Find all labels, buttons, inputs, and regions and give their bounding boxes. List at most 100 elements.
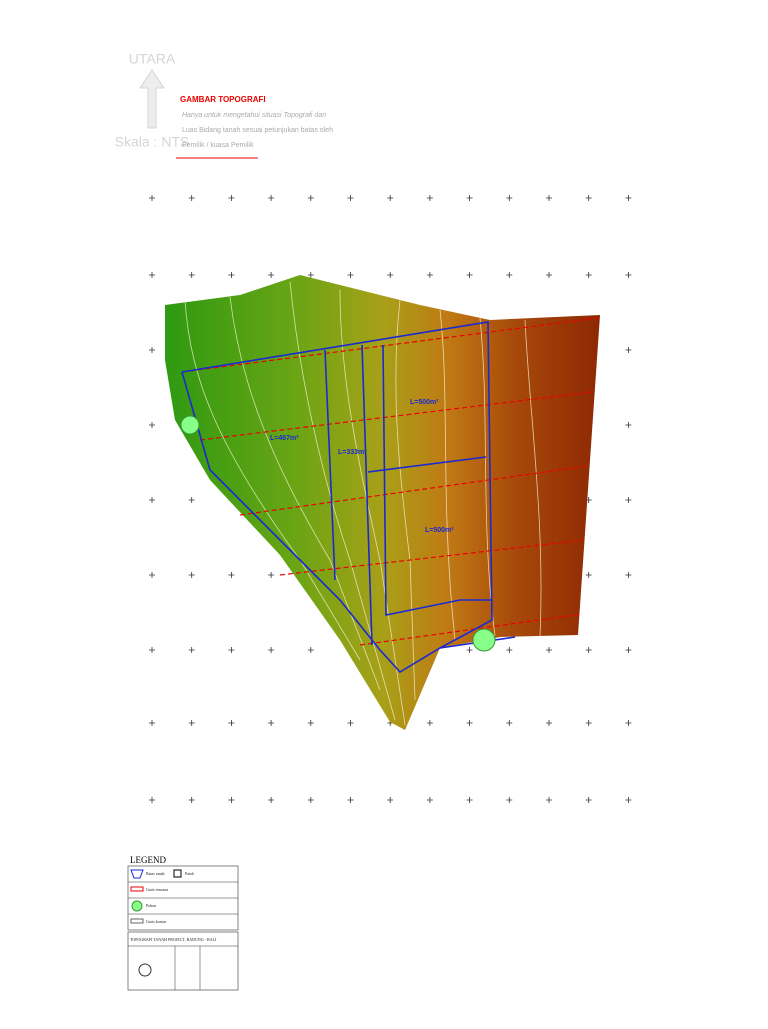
grid-cross bbox=[268, 272, 275, 278]
terrain bbox=[165, 275, 600, 730]
grid-cross bbox=[307, 720, 314, 726]
grid-cross bbox=[625, 497, 632, 503]
grid-cross bbox=[268, 647, 275, 653]
grid-cross bbox=[188, 195, 195, 201]
grid-cross bbox=[426, 195, 433, 201]
note-line: Hanya untuk mengetahui situasi Topografi… bbox=[182, 112, 326, 119]
grid-cross bbox=[585, 720, 592, 726]
grid-cross bbox=[506, 797, 513, 803]
land-boundaries bbox=[181, 321, 516, 674]
legend-item: Garis kontur bbox=[146, 919, 167, 924]
grid-cross bbox=[347, 272, 354, 278]
grid-cross bbox=[149, 720, 155, 726]
grid-cross bbox=[546, 720, 552, 726]
grid-cross bbox=[149, 422, 155, 428]
grid-cross bbox=[228, 195, 235, 201]
grid-cross bbox=[228, 647, 235, 653]
grid-cross bbox=[625, 272, 632, 278]
grid-cross bbox=[188, 272, 195, 278]
grid-cross bbox=[585, 272, 592, 278]
tree bbox=[180, 415, 200, 435]
grid-cross bbox=[387, 195, 394, 201]
grid-cross bbox=[546, 647, 552, 653]
grid-cross bbox=[506, 272, 513, 278]
legend-item: Batas tanah bbox=[146, 871, 165, 876]
grid-cross bbox=[625, 572, 632, 578]
north-label: UTARA bbox=[129, 51, 176, 67]
legend-item: Pohon bbox=[146, 903, 156, 908]
grid-cross bbox=[466, 720, 473, 726]
grid-cross bbox=[426, 720, 433, 726]
plot-area: L=500m² bbox=[410, 399, 439, 406]
grid-cross bbox=[585, 797, 592, 803]
grid-cross bbox=[466, 195, 473, 201]
grid-cross bbox=[149, 797, 155, 803]
grid-cross bbox=[506, 647, 513, 653]
grid-cross bbox=[546, 195, 552, 201]
scale-label: Skala : NTS bbox=[115, 134, 190, 150]
grid-cross bbox=[387, 272, 394, 278]
grid-cross bbox=[625, 195, 632, 201]
plot-area: L=467m² bbox=[270, 435, 299, 442]
grid-cross bbox=[625, 422, 632, 428]
grid-cross bbox=[188, 720, 195, 726]
grid-cross bbox=[426, 272, 433, 278]
grid-cross bbox=[188, 647, 195, 653]
grid-cross bbox=[585, 195, 592, 201]
grid-cross bbox=[268, 572, 275, 578]
grid-cross bbox=[506, 720, 513, 726]
grid-cross bbox=[387, 797, 394, 803]
grid-cross bbox=[466, 272, 473, 278]
grid-cross bbox=[149, 272, 155, 278]
grid-cross bbox=[466, 647, 473, 653]
grid-cross bbox=[228, 720, 235, 726]
grid-cross bbox=[228, 797, 235, 803]
grid-cross bbox=[149, 572, 155, 578]
grid-cross bbox=[188, 572, 195, 578]
grid-cross bbox=[228, 272, 235, 278]
grid-cross bbox=[546, 272, 552, 278]
grid-cross bbox=[426, 797, 433, 803]
north-arrow: UTARA Skala : NTS bbox=[115, 51, 190, 150]
grid-cross bbox=[625, 347, 632, 353]
legend-item: Garis rencana bbox=[146, 887, 168, 892]
drawing-title: GAMBAR TOPOGRAFI bbox=[180, 95, 266, 104]
grid-cross bbox=[268, 195, 275, 201]
plot-area: L=500m² bbox=[425, 527, 454, 534]
note-line: Luas Bidang tanah sesuai petunjukan bata… bbox=[182, 127, 333, 134]
legend: LEGEND Batas tanah Patok Garis rencana P… bbox=[127, 855, 239, 991]
grid-cross bbox=[307, 195, 314, 201]
grid-cross bbox=[149, 647, 155, 653]
grid-cross bbox=[625, 647, 632, 653]
grid-cross bbox=[268, 797, 275, 803]
grid-cross bbox=[307, 272, 314, 278]
grid-cross bbox=[149, 347, 155, 353]
grid-cross bbox=[149, 195, 155, 201]
planned-lines bbox=[181, 317, 599, 646]
grid-cross bbox=[585, 647, 592, 653]
grid-cross bbox=[149, 497, 155, 503]
grid-cross bbox=[307, 647, 314, 653]
project-title: TOPOGRAFI TANAH PROJECT, BADUNG - BALI bbox=[130, 937, 217, 943]
legend-title: LEGEND bbox=[130, 855, 166, 865]
grid-cross bbox=[268, 720, 275, 726]
grid-cross bbox=[585, 572, 592, 578]
plot-area: L=333m² bbox=[338, 449, 367, 456]
grid-cross bbox=[466, 797, 473, 803]
grid-cross bbox=[228, 572, 235, 578]
note-line: Pemilik / kuasa Pemilik bbox=[182, 142, 254, 149]
grid-cross bbox=[625, 797, 632, 803]
grid-cross bbox=[625, 720, 632, 726]
grid-cross bbox=[188, 797, 195, 803]
tree bbox=[472, 628, 496, 652]
grid-cross bbox=[307, 797, 314, 803]
grid-cross bbox=[347, 797, 354, 803]
grid-cross bbox=[347, 195, 354, 201]
legend-item: Patok bbox=[185, 871, 194, 876]
grid-cross bbox=[546, 797, 552, 803]
grid-cross bbox=[188, 497, 195, 503]
grid-cross bbox=[506, 195, 513, 201]
grid-cross bbox=[347, 720, 354, 726]
